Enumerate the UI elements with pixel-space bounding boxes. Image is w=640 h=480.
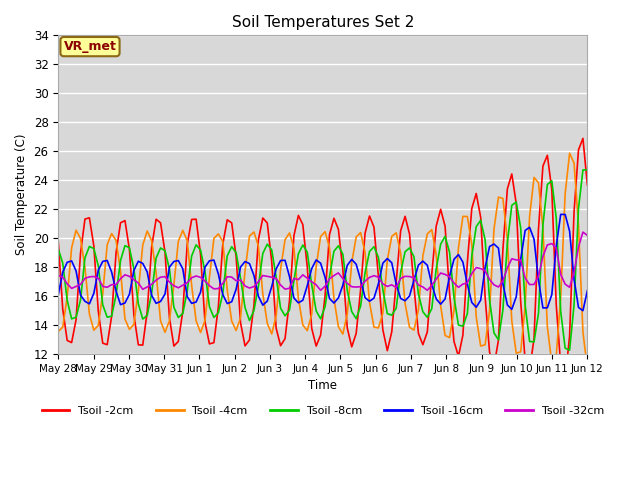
Line: Tsoil -4cm: Tsoil -4cm: [58, 153, 588, 369]
Line: Tsoil -2cm: Tsoil -2cm: [58, 138, 588, 380]
Tsoil -32cm: [166, 279, 173, 285]
Line: Tsoil -8cm: Tsoil -8cm: [58, 170, 588, 350]
Legend: Tsoil -2cm, Tsoil -4cm, Tsoil -8cm, Tsoil -16cm, Tsoil -32cm: Tsoil -2cm, Tsoil -4cm, Tsoil -8cm, Tsoi…: [37, 401, 609, 420]
Tsoil -16cm: [472, 304, 480, 310]
Tsoil -16cm: [419, 258, 427, 264]
Tsoil -4cm: [584, 366, 591, 372]
Title: Soil Temperatures Set 2: Soil Temperatures Set 2: [232, 15, 414, 30]
Tsoil -2cm: [419, 342, 427, 348]
Tsoil -16cm: [54, 292, 62, 298]
Text: VR_met: VR_met: [63, 40, 116, 53]
Tsoil -32cm: [579, 229, 587, 235]
Tsoil -4cm: [570, 160, 578, 166]
Tsoil -2cm: [584, 182, 591, 188]
Tsoil -2cm: [166, 315, 173, 321]
Tsoil -16cm: [579, 308, 587, 313]
Tsoil -4cm: [348, 260, 356, 265]
Tsoil -8cm: [419, 309, 427, 315]
Tsoil -16cm: [584, 288, 591, 293]
Tsoil -8cm: [54, 246, 62, 252]
Tsoil -2cm: [54, 239, 62, 245]
Tsoil -32cm: [477, 265, 484, 271]
Tsoil -16cm: [166, 264, 173, 270]
Tsoil -2cm: [196, 252, 204, 257]
Tsoil -4cm: [419, 253, 427, 259]
Tsoil -32cm: [348, 284, 356, 289]
Tsoil -2cm: [348, 344, 356, 350]
Y-axis label: Soil Temperature (C): Soil Temperature (C): [15, 134, 28, 255]
Tsoil -4cm: [54, 328, 62, 334]
Line: Tsoil -16cm: Tsoil -16cm: [58, 215, 588, 311]
Tsoil -8cm: [566, 348, 573, 353]
Tsoil -8cm: [196, 247, 204, 253]
Tsoil -16cm: [348, 256, 356, 262]
Tsoil -4cm: [166, 318, 173, 324]
Tsoil -2cm: [472, 191, 480, 196]
Tsoil -4cm: [472, 314, 480, 320]
Tsoil -2cm: [561, 377, 569, 383]
Tsoil -32cm: [584, 232, 591, 238]
X-axis label: Time: Time: [308, 379, 337, 392]
Tsoil -2cm: [570, 209, 578, 215]
Tsoil -32cm: [54, 273, 62, 278]
Tsoil -2cm: [579, 135, 587, 141]
Tsoil -16cm: [570, 276, 578, 282]
Tsoil -8cm: [472, 224, 480, 229]
Tsoil -32cm: [419, 284, 427, 290]
Tsoil -16cm: [557, 212, 564, 217]
Tsoil -8cm: [584, 167, 591, 173]
Tsoil -32cm: [570, 270, 578, 276]
Line: Tsoil -32cm: Tsoil -32cm: [58, 232, 588, 290]
Tsoil -32cm: [196, 275, 204, 280]
Tsoil -8cm: [579, 167, 587, 173]
Tsoil -4cm: [196, 330, 204, 336]
Tsoil -8cm: [348, 309, 356, 314]
Tsoil -8cm: [570, 302, 578, 308]
Tsoil -8cm: [166, 266, 173, 272]
Tsoil -16cm: [196, 289, 204, 295]
Tsoil -4cm: [566, 150, 573, 156]
Tsoil -32cm: [424, 288, 431, 293]
